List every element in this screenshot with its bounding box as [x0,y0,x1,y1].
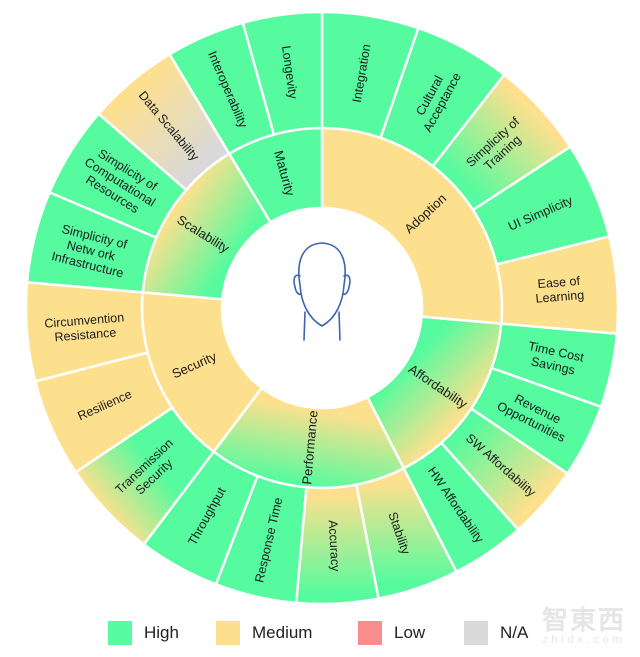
legend: High Medium Low N/A [0,621,640,647]
legend-item-low: Low [358,621,425,645]
segment-longevity [241,10,324,137]
legend-item-high: High [108,621,179,645]
legend-item-medium: Medium [216,621,312,645]
legend-item-na: N/A [464,621,528,645]
legend-swatch-low [358,621,382,645]
segment-ease-of-learning-label: Ease ofLearning [534,274,585,306]
segment-simplicity-of-network-infrastructure-label: Simplicity ofNetw orkInfrastructure [50,221,132,280]
legend-label: High [144,623,179,642]
person-head-icon [293,242,351,341]
legend-label: Low [394,623,426,642]
legend-swatch-high [108,621,132,645]
watermark-logo: 智東西 zhidx.com [542,600,626,646]
watermark-url: zhidx.com [542,633,626,646]
segment-circumvention-resistance-label: CircumventionResistance [44,310,126,345]
legend-label: Medium [252,623,313,642]
legend-label: N/A [500,623,529,642]
legend-swatch-na [464,621,488,645]
segment-accuracy-label: Accuracy [326,520,343,573]
segment-performance-label: Performance [299,410,320,485]
watermark-text: 智東西 [541,606,626,636]
legend-swatch-medium [216,621,240,645]
